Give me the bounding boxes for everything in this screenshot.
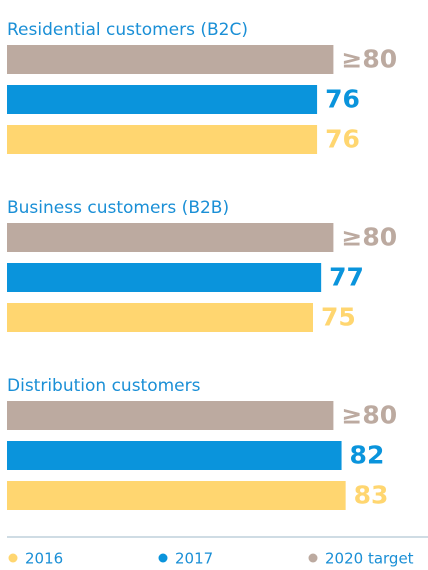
bar [7, 303, 313, 332]
legend-marker [8, 553, 18, 563]
bar [7, 263, 322, 292]
value-label: 83 [354, 481, 389, 510]
legend-label: 2020 target [325, 550, 414, 568]
bar [7, 481, 346, 510]
bar [7, 125, 318, 154]
bar [7, 223, 334, 252]
legend-marker [158, 553, 168, 563]
group-title: Business customers (B2B) [7, 198, 229, 218]
legend-marker [308, 553, 318, 563]
value-label: ≥80 [341, 45, 397, 74]
group-title: Residential customers (B2C) [7, 20, 248, 40]
value-label: ≥80 [341, 223, 397, 252]
value-label: 76 [325, 85, 360, 114]
bar [7, 85, 318, 114]
value-label: 77 [329, 263, 364, 292]
value-label: 75 [321, 303, 356, 332]
value-label: 76 [325, 125, 360, 154]
bar [7, 441, 342, 470]
legend-label: 2016 [25, 550, 63, 568]
group-title: Distribution customers [7, 376, 201, 396]
bar [7, 45, 334, 74]
value-label: ≥80 [341, 401, 397, 430]
bar [7, 401, 334, 430]
legend-label: 2017 [175, 550, 213, 568]
value-label: 82 [350, 441, 385, 470]
